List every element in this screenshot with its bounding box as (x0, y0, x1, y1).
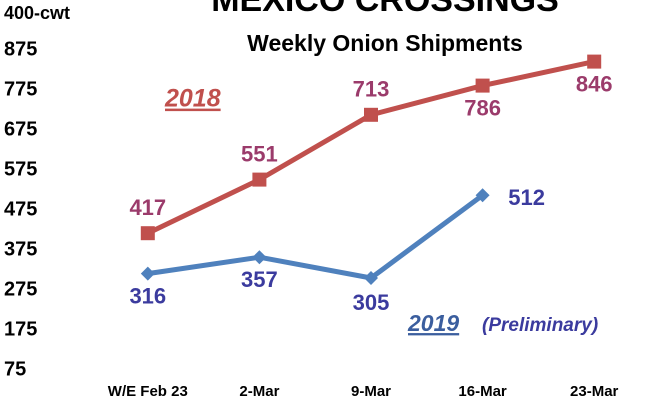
data-label: 786 (464, 95, 501, 120)
annotation: (Preliminary) (482, 315, 598, 336)
marker (364, 107, 378, 122)
marker (475, 188, 490, 203)
marker (140, 266, 155, 281)
y-tick-label: 575 (4, 158, 37, 180)
marker (140, 226, 155, 241)
y-tick-label: 675 (4, 118, 37, 140)
data-label: 417 (129, 195, 166, 220)
y-tick-label: 875 (4, 38, 37, 60)
x-tick-label: 2-Mar (239, 383, 279, 400)
y-tick-label: 175 (4, 318, 37, 340)
x-tick-label: 9-Mar (351, 383, 391, 400)
marker (364, 271, 378, 285)
data-label: 305 (353, 290, 390, 315)
data-label: 357 (241, 267, 278, 292)
chart-subtitle: Weekly Onion Shipments (247, 30, 523, 56)
marker (252, 250, 267, 265)
marker (475, 78, 490, 93)
marker (252, 172, 267, 187)
data-label: 846 (576, 71, 613, 96)
y-tick-label: 775 (4, 78, 37, 100)
data-label: 713 (353, 77, 390, 102)
x-tick-label: W/E Feb 23 (108, 383, 188, 400)
x-tick-label: 23-Mar (570, 383, 619, 400)
y-tick-label: 75 (4, 358, 26, 380)
series-line (147, 193, 485, 281)
y-tick-label: 375 (4, 238, 37, 260)
data-label: 512 (508, 185, 545, 210)
data-label: 551 (241, 141, 278, 166)
series-label-2018: 2018 (164, 85, 221, 113)
chart-title: MEXICO CROSSINGS (211, 0, 559, 19)
y-tick-label: 475 (4, 198, 37, 220)
x-tick-label: 16-Mar (458, 383, 507, 400)
marker (587, 54, 602, 69)
y-axis-label: 400-cwt (4, 3, 70, 23)
y-tick-label: 275 (4, 278, 37, 300)
series-label-2019: 2019 (407, 310, 459, 336)
data-label: 316 (129, 283, 166, 308)
